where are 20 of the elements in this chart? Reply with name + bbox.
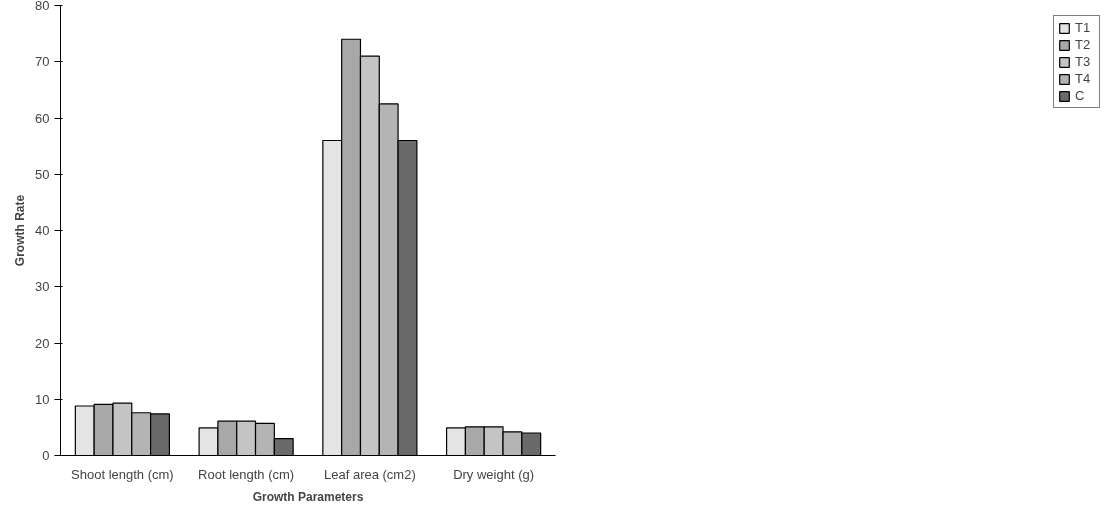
y-axis-title: Growth Rate bbox=[13, 194, 28, 267]
x-tick-label: Dry weight (g) bbox=[453, 466, 535, 482]
legend-label: T3 bbox=[1075, 54, 1092, 69]
y-tick-label: 70 bbox=[35, 54, 50, 70]
y-tick-label: 20 bbox=[35, 335, 50, 351]
x-tick-label: Leaf area (cm2) bbox=[323, 466, 416, 482]
legend-label: T4 bbox=[1075, 71, 1092, 86]
y-tick-label: 30 bbox=[35, 279, 50, 295]
legend-label: C bbox=[1075, 88, 1086, 103]
legend-label: T2 bbox=[1075, 37, 1092, 52]
x-tick-label: Root length (cm) bbox=[198, 466, 295, 482]
legend-label: T1 bbox=[1075, 20, 1092, 35]
y-tick-label: 40 bbox=[35, 223, 50, 238]
x-axis-title: Growth Parameters bbox=[252, 489, 364, 504]
y-tick-label: 50 bbox=[35, 166, 50, 182]
y-tick-label: 0 bbox=[42, 448, 50, 463]
y-tick-label: 60 bbox=[35, 110, 50, 126]
y-tick-label: 10 bbox=[35, 391, 50, 407]
y-tick-label: 80 bbox=[35, 0, 50, 13]
x-tick-label: Shoot length (cm) bbox=[71, 466, 174, 482]
